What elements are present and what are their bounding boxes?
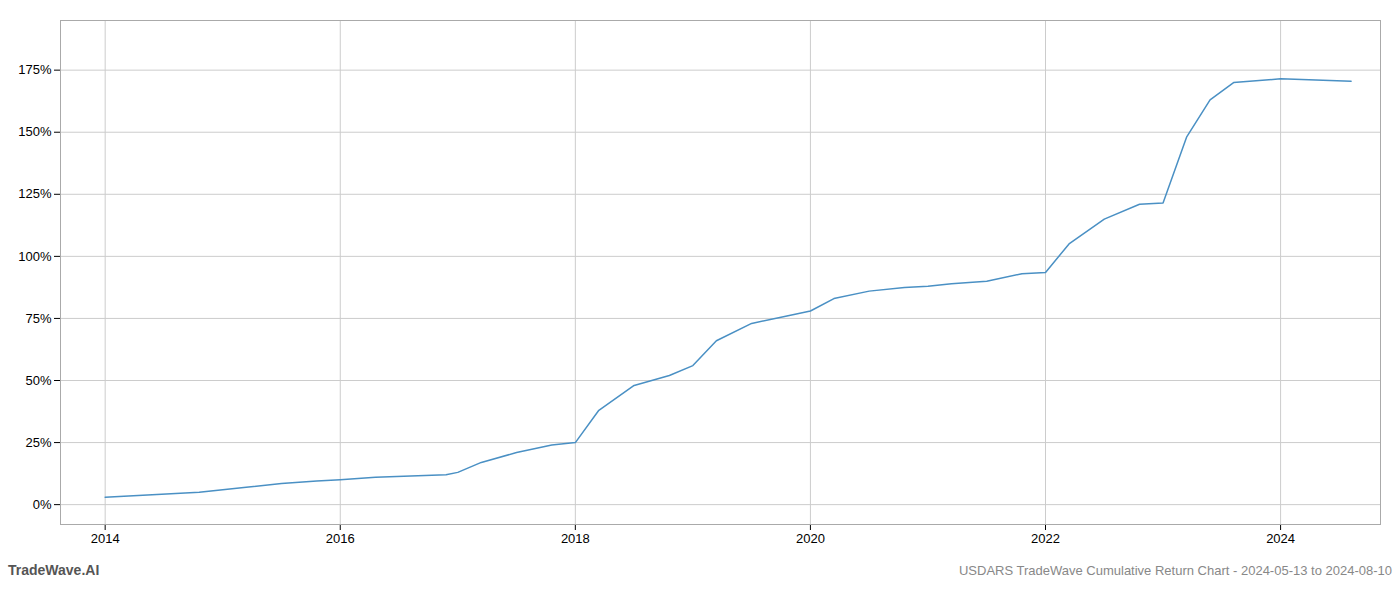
svg-text:50%: 50%	[25, 373, 51, 388]
svg-text:2024: 2024	[1266, 531, 1295, 546]
svg-text:2018: 2018	[561, 531, 590, 546]
svg-text:25%: 25%	[25, 435, 51, 450]
svg-text:75%: 75%	[25, 311, 51, 326]
svg-text:125%: 125%	[18, 186, 52, 201]
svg-text:150%: 150%	[18, 124, 52, 139]
html-text:TradeWave.AI: TradeWave.AI	[8, 562, 100, 578]
svg-text:2016: 2016	[326, 531, 355, 546]
svg-text:2014: 2014	[91, 531, 120, 546]
svg-text:2022: 2022	[1031, 531, 1060, 546]
svg-text:0%: 0%	[33, 497, 52, 512]
html-text:USDARS TradeWave Cumulative Re: USDARS TradeWave Cumulative Return Chart…	[958, 563, 1392, 578]
svg-text:2020: 2020	[796, 531, 825, 546]
svg-text:100%: 100%	[18, 249, 52, 264]
svg-text:175%: 175%	[18, 62, 52, 77]
